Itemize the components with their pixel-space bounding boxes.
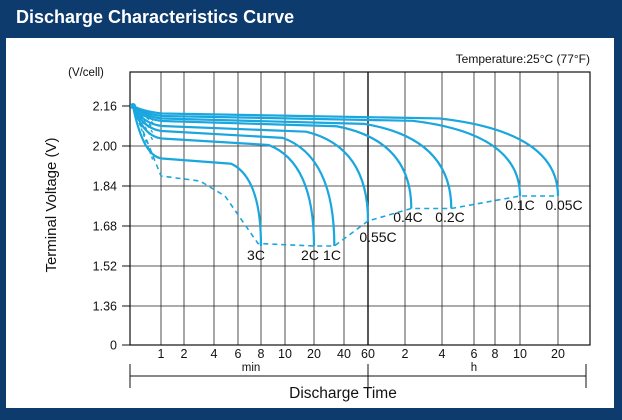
cutoff-voltage-line xyxy=(132,105,558,247)
y-tick-label: 2.00 xyxy=(93,140,117,154)
start-dip-0.1C xyxy=(132,105,154,119)
series-curve-0.05C xyxy=(132,105,560,197)
series-label-0.4C: 0.4C xyxy=(393,209,423,225)
series-label-1C: 1C xyxy=(323,247,341,263)
series-curve-3C xyxy=(131,105,263,247)
y-axis-label: Terminal Voltage (V) xyxy=(43,137,60,272)
series-curves xyxy=(130,103,560,247)
x-tick-label-min: 40 xyxy=(337,347,351,361)
start-dip-0.2C xyxy=(132,105,154,122)
cutoff-line xyxy=(132,105,558,247)
x-tick-label-h: 8 xyxy=(492,347,499,361)
start-dip-0.55C xyxy=(132,105,154,129)
y-tick-label: 1.36 xyxy=(93,300,117,314)
series-curve-1C xyxy=(131,105,336,247)
x-unit-min-label: min xyxy=(242,362,261,374)
x-tick-label-min: 1 xyxy=(158,347,165,361)
x-tick-label-h: 6 xyxy=(471,347,478,361)
series-curve-2C xyxy=(131,105,316,247)
plot-frame xyxy=(129,71,591,346)
y-tick-label: 2.16 xyxy=(93,100,117,114)
series-curve-0.1C xyxy=(132,105,522,197)
series-label-0.55C: 0.55C xyxy=(359,229,396,245)
x-tick-label-min: 8 xyxy=(258,347,265,361)
x-tick-label-min: 6 xyxy=(235,347,242,361)
x-unit-h-label: h xyxy=(471,362,477,374)
x-tick-label-min: 10 xyxy=(278,347,292,361)
series-curve-0.55C xyxy=(132,105,370,222)
series-label-0.05C: 0.05C xyxy=(545,197,582,213)
temperature-label: Temperature:25°C (77°F) xyxy=(456,52,590,66)
series-label-2C: 2C xyxy=(301,247,319,263)
series-label-0.2C: 0.2C xyxy=(435,209,465,225)
x-tick-label-h: 2 xyxy=(402,347,409,361)
x-tick-labels: 1 2 4 6 8 10 20 40 60 2 4 6 8 10 20 xyxy=(158,347,565,361)
start-dip-0.05C xyxy=(132,105,154,117)
chart-panel xyxy=(6,38,614,408)
x-tick-label-h: 20 xyxy=(551,347,565,361)
series-label-3C: 3C xyxy=(247,247,265,263)
x-tick-label-h: 10 xyxy=(513,347,527,361)
x-tick-label-min: 2 xyxy=(181,347,188,361)
y-unit-label: (V/cell) xyxy=(68,67,104,79)
bottom-band xyxy=(0,408,622,420)
start-dip-3C xyxy=(132,105,154,161)
y-tick-label: 1.52 xyxy=(93,260,117,274)
x-tick-label-min: 60 xyxy=(361,347,375,361)
y-tick-label: 1.84 xyxy=(93,180,117,194)
x-axis-label: Discharge Time xyxy=(289,385,397,402)
x-tick-label-h: 4 xyxy=(439,347,446,361)
x-tick-label-min: 20 xyxy=(307,347,321,361)
y-tick-label: 0 xyxy=(110,339,117,353)
series-label-0.1C: 0.1C xyxy=(505,197,535,213)
chart-title: Discharge Characteristics Curve xyxy=(16,7,295,27)
series-labels: 3C 2C 1C 0.55C 0.4C 0.2C 0.1C 0.05C xyxy=(247,197,583,263)
y-tick-label: 1.68 xyxy=(93,220,117,234)
x-tick-label-min: 4 xyxy=(211,347,218,361)
y-tick-labels: 0 1.36 1.52 1.68 1.84 2.00 2.16 xyxy=(93,100,117,353)
